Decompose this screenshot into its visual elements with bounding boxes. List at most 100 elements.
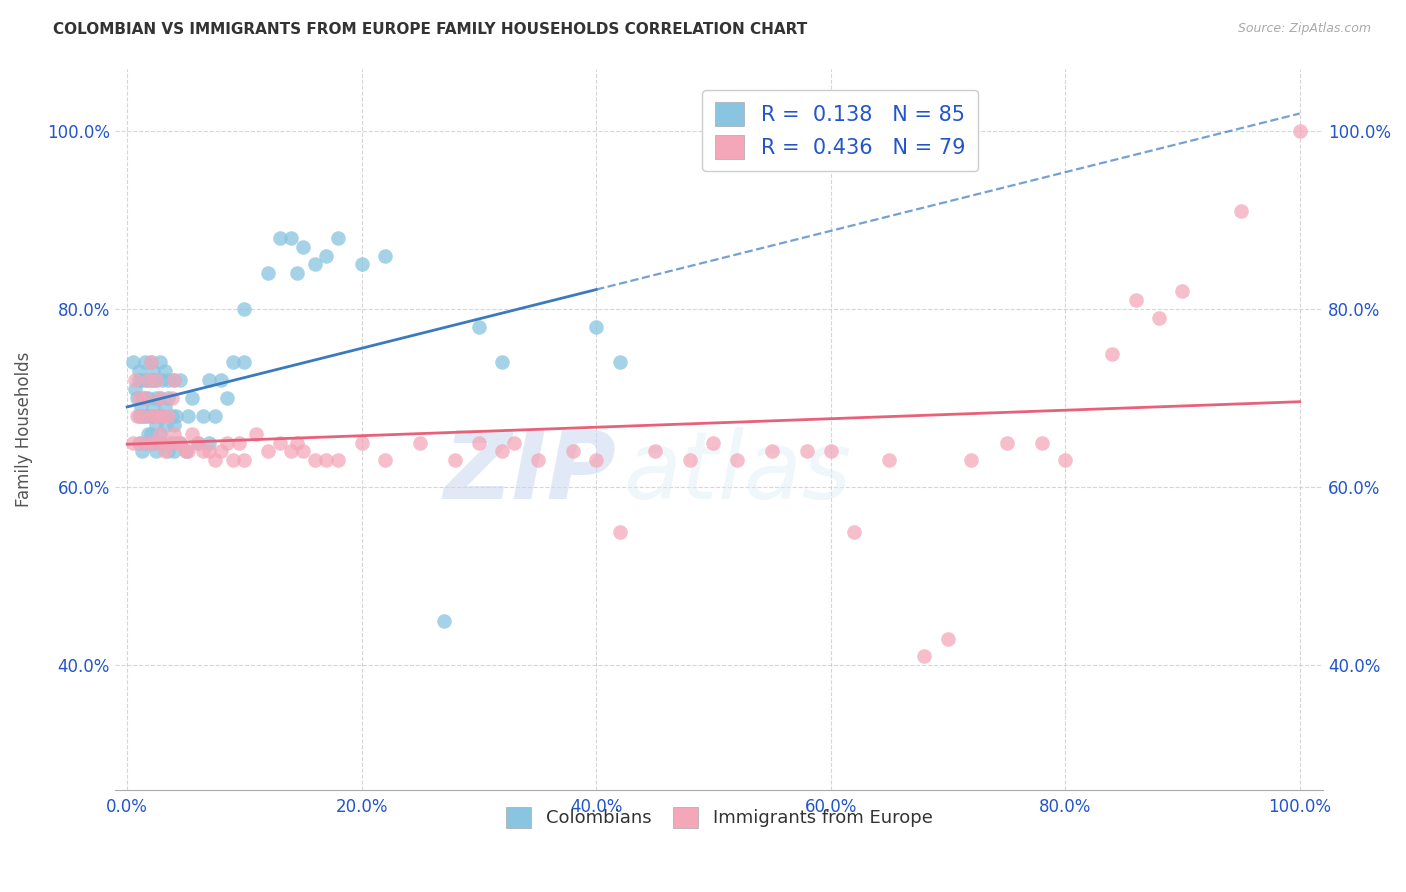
Point — [1031, 435, 1053, 450]
Point — [145, 417, 167, 432]
Point — [150, 435, 173, 450]
Point — [245, 426, 267, 441]
Point — [174, 444, 197, 458]
Point — [198, 373, 221, 387]
Point — [163, 417, 186, 432]
Point — [128, 435, 150, 450]
Point — [160, 391, 183, 405]
Point — [122, 355, 145, 369]
Point — [257, 444, 280, 458]
Point — [163, 444, 186, 458]
Point — [145, 373, 167, 387]
Point — [198, 444, 221, 458]
Point — [139, 409, 162, 423]
Point — [139, 355, 162, 369]
Point — [292, 444, 315, 458]
Point — [163, 373, 186, 387]
Point — [280, 444, 302, 458]
Point — [128, 391, 150, 405]
Point — [169, 435, 191, 450]
Point — [585, 319, 607, 334]
Point — [222, 355, 245, 369]
Point — [609, 355, 631, 369]
Text: ZIP: ZIP — [444, 426, 617, 518]
Point — [1230, 204, 1253, 219]
Point — [350, 257, 373, 271]
Point — [269, 435, 291, 450]
Point — [129, 400, 152, 414]
Point — [145, 444, 167, 458]
Point — [136, 426, 159, 441]
Point — [134, 409, 156, 423]
Point — [215, 435, 238, 450]
Point — [914, 649, 936, 664]
Point — [433, 614, 456, 628]
Point — [145, 391, 167, 405]
Point — [165, 409, 187, 423]
Point — [936, 632, 959, 646]
Point — [1171, 284, 1194, 298]
Point — [374, 248, 396, 262]
Point — [150, 409, 173, 423]
Point — [585, 453, 607, 467]
Point — [960, 453, 983, 467]
Point — [136, 409, 159, 423]
Point — [842, 524, 865, 539]
Point — [136, 435, 159, 450]
Point — [503, 435, 526, 450]
Point — [129, 373, 152, 387]
Point — [468, 435, 491, 450]
Y-axis label: Family Households: Family Households — [15, 351, 32, 507]
Point — [269, 231, 291, 245]
Point — [142, 435, 165, 450]
Point — [257, 266, 280, 280]
Point — [1101, 346, 1123, 360]
Point — [215, 391, 238, 405]
Point — [315, 248, 337, 262]
Text: COLOMBIAN VS IMMIGRANTS FROM EUROPE FAMILY HOUSEHOLDS CORRELATION CHART: COLOMBIAN VS IMMIGRANTS FROM EUROPE FAMI… — [53, 22, 807, 37]
Point — [328, 453, 350, 467]
Point — [136, 435, 159, 450]
Point — [163, 373, 186, 387]
Point — [134, 355, 156, 369]
Point — [304, 257, 326, 271]
Point — [142, 435, 165, 450]
Point — [125, 391, 148, 405]
Point — [561, 444, 583, 458]
Point — [150, 435, 173, 450]
Point — [209, 444, 232, 458]
Point — [995, 435, 1018, 450]
Point — [157, 435, 180, 450]
Point — [228, 435, 250, 450]
Point — [444, 453, 467, 467]
Point — [136, 373, 159, 387]
Point — [1147, 310, 1170, 325]
Point — [169, 373, 191, 387]
Point — [149, 355, 172, 369]
Point — [761, 444, 783, 458]
Point — [796, 444, 818, 458]
Point — [193, 409, 215, 423]
Point — [153, 400, 176, 414]
Point — [131, 391, 153, 405]
Point — [491, 355, 513, 369]
Point — [157, 409, 180, 423]
Point — [177, 409, 200, 423]
Point — [609, 524, 631, 539]
Point — [122, 435, 145, 450]
Point — [879, 453, 901, 467]
Point — [222, 453, 245, 467]
Point — [136, 391, 159, 405]
Point — [193, 444, 215, 458]
Point — [145, 373, 167, 387]
Point — [142, 364, 165, 378]
Point — [160, 435, 183, 450]
Point — [285, 266, 308, 280]
Point — [1125, 293, 1147, 307]
Point — [134, 373, 156, 387]
Point — [134, 391, 156, 405]
Point — [169, 435, 191, 450]
Point — [1288, 124, 1310, 138]
Point — [149, 391, 172, 405]
Point — [149, 426, 172, 441]
